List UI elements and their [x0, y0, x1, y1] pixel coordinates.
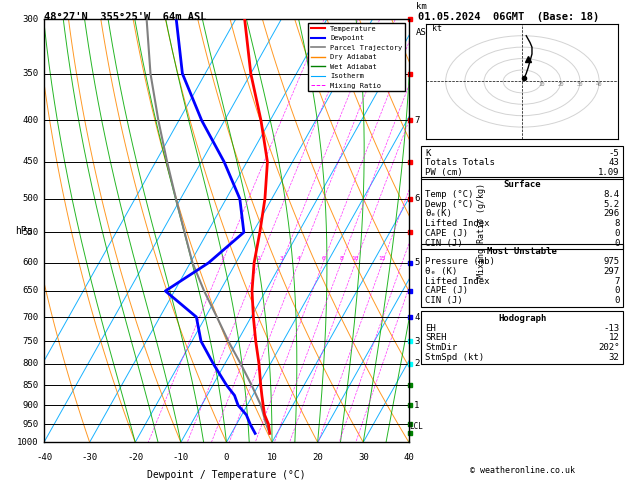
- Text: StmDir: StmDir: [425, 343, 457, 352]
- Text: 800: 800: [23, 359, 38, 368]
- Text: 450: 450: [23, 157, 38, 166]
- Text: -20: -20: [127, 453, 143, 462]
- Text: 8: 8: [614, 219, 620, 228]
- Text: 7: 7: [614, 277, 620, 286]
- Text: EH: EH: [425, 324, 436, 333]
- Text: 10: 10: [267, 453, 277, 462]
- Text: -10: -10: [173, 453, 189, 462]
- Text: K: K: [425, 149, 431, 158]
- Text: 750: 750: [23, 337, 38, 346]
- Text: 0: 0: [614, 286, 620, 295]
- Text: 2: 2: [257, 256, 261, 261]
- Text: 400: 400: [23, 116, 38, 125]
- Legend: Temperature, Dewpoint, Parcel Trajectory, Dry Adiabat, Wet Adiabat, Isotherm, Mi: Temperature, Dewpoint, Parcel Trajectory…: [308, 23, 405, 91]
- Text: LCL: LCL: [409, 421, 423, 431]
- Text: hPa: hPa: [15, 226, 33, 236]
- Text: km: km: [416, 2, 427, 11]
- Text: 600: 600: [23, 259, 38, 267]
- Text: 6: 6: [415, 194, 420, 203]
- Text: 30: 30: [577, 82, 583, 87]
- Text: PW (cm): PW (cm): [425, 168, 463, 177]
- Text: CIN (J): CIN (J): [425, 239, 463, 248]
- Text: -40: -40: [36, 453, 52, 462]
- Text: -5: -5: [609, 149, 620, 158]
- Text: 202°: 202°: [598, 343, 620, 352]
- Text: Dewp (°C): Dewp (°C): [425, 200, 474, 209]
- Text: 850: 850: [23, 381, 38, 390]
- Text: 2: 2: [415, 359, 420, 368]
- Text: ASL: ASL: [416, 28, 432, 37]
- Text: -13: -13: [603, 324, 620, 333]
- Text: 32: 32: [609, 353, 620, 362]
- Text: 20: 20: [557, 82, 564, 87]
- Text: 650: 650: [23, 286, 38, 295]
- Text: 3: 3: [280, 256, 284, 261]
- Text: StmSpd (kt): StmSpd (kt): [425, 353, 484, 362]
- Text: 0: 0: [224, 453, 229, 462]
- Text: CIN (J): CIN (J): [425, 296, 463, 305]
- Text: 6: 6: [321, 256, 325, 261]
- Text: Lifted Index: Lifted Index: [425, 219, 490, 228]
- Text: Totals Totals: Totals Totals: [425, 158, 495, 168]
- Text: 300: 300: [23, 15, 38, 24]
- Text: CAPE (J): CAPE (J): [425, 229, 468, 238]
- Text: Temp (°C): Temp (°C): [425, 190, 474, 199]
- Text: SREH: SREH: [425, 333, 447, 343]
- Text: 297: 297: [603, 267, 620, 276]
- Text: 5: 5: [415, 259, 420, 267]
- Text: Pressure (mb): Pressure (mb): [425, 257, 495, 266]
- Text: 950: 950: [23, 420, 38, 429]
- Text: Surface: Surface: [503, 180, 541, 190]
- Text: 40: 40: [596, 82, 603, 87]
- Text: θₑ (K): θₑ (K): [425, 267, 457, 276]
- Text: 30: 30: [358, 453, 369, 462]
- Text: 4: 4: [415, 312, 420, 322]
- Text: 5.2: 5.2: [603, 200, 620, 209]
- Text: 10: 10: [352, 256, 359, 261]
- Text: θₑ(K): θₑ(K): [425, 209, 452, 219]
- Text: 1: 1: [415, 401, 420, 410]
- Text: 296: 296: [603, 209, 620, 219]
- Text: 0: 0: [614, 296, 620, 305]
- Text: CAPE (J): CAPE (J): [425, 286, 468, 295]
- Text: 500: 500: [23, 194, 38, 203]
- Text: 12: 12: [609, 333, 620, 343]
- Text: Dewpoint / Temperature (°C): Dewpoint / Temperature (°C): [147, 470, 306, 480]
- Text: 0: 0: [614, 239, 620, 248]
- Text: 4: 4: [297, 256, 301, 261]
- Text: 15: 15: [379, 256, 386, 261]
- Text: 700: 700: [23, 312, 38, 322]
- Text: 975: 975: [603, 257, 620, 266]
- Text: 1: 1: [220, 256, 224, 261]
- Text: 8.4: 8.4: [603, 190, 620, 199]
- Text: 900: 900: [23, 401, 38, 410]
- Text: 40: 40: [403, 453, 415, 462]
- Text: Lifted Index: Lifted Index: [425, 277, 490, 286]
- Text: 43: 43: [609, 158, 620, 168]
- Text: Mixing Ratio (g/kg): Mixing Ratio (g/kg): [477, 183, 486, 278]
- Text: 01.05.2024  06GMT  (Base: 18): 01.05.2024 06GMT (Base: 18): [418, 12, 599, 22]
- Text: 550: 550: [23, 228, 38, 237]
- Text: 1.09: 1.09: [598, 168, 620, 177]
- Text: 3: 3: [415, 337, 420, 346]
- Text: 20: 20: [312, 453, 323, 462]
- Text: 48°27'N  355°25'W  64m ASL: 48°27'N 355°25'W 64m ASL: [44, 12, 206, 22]
- Text: 1000: 1000: [17, 438, 38, 447]
- Text: kt: kt: [432, 24, 442, 33]
- Text: -30: -30: [82, 453, 97, 462]
- Text: Most Unstable: Most Unstable: [487, 247, 557, 257]
- Text: Hodograph: Hodograph: [498, 314, 546, 323]
- Text: 0: 0: [614, 229, 620, 238]
- Text: 7: 7: [415, 116, 420, 125]
- Text: © weatheronline.co.uk: © weatheronline.co.uk: [470, 466, 574, 475]
- Text: 10: 10: [538, 82, 545, 87]
- Text: 8: 8: [339, 256, 343, 261]
- Text: 350: 350: [23, 69, 38, 78]
